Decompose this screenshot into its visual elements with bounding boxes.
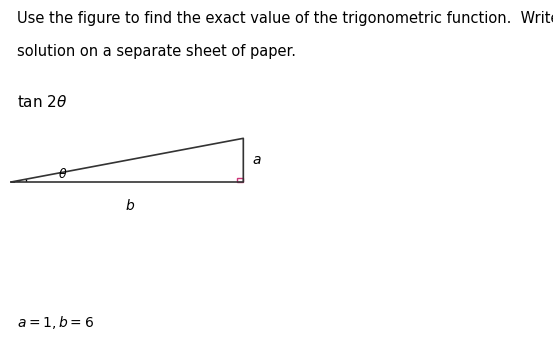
Text: solution on a separate sheet of paper.: solution on a separate sheet of paper. [17, 44, 296, 59]
Text: Use the figure to find the exact value of the trigonometric function.  Write you: Use the figure to find the exact value o… [17, 11, 553, 26]
Text: $b$: $b$ [125, 198, 135, 213]
Text: tan $2\theta$: tan $2\theta$ [17, 94, 67, 110]
Text: $a = 1, b = 6$: $a = 1, b = 6$ [17, 314, 94, 331]
Bar [237, 178, 243, 182]
Text: $a$: $a$ [252, 153, 261, 167]
Text: $\theta$: $\theta$ [58, 167, 67, 181]
